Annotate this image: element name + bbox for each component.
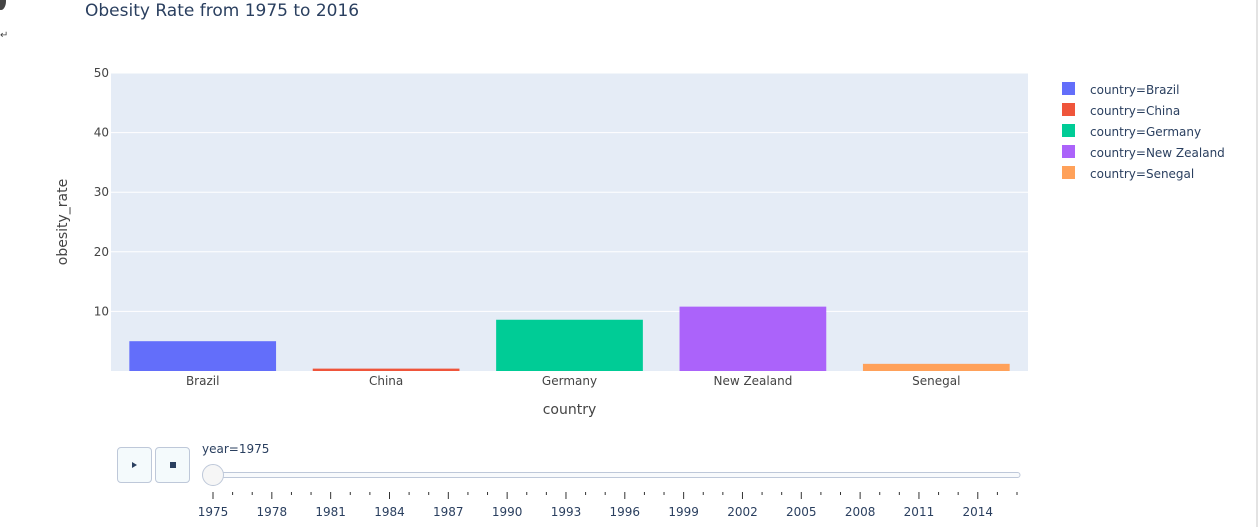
legend-swatch[interactable] — [1062, 103, 1075, 116]
slider-handle[interactable] — [202, 464, 224, 486]
slider-year-label[interactable]: 1993 — [551, 505, 582, 519]
slider-year-label[interactable]: 2014 — [963, 505, 994, 519]
slider-year-label[interactable]: 2002 — [727, 505, 758, 519]
bar[interactable] — [679, 306, 827, 371]
window-edge — [1256, 0, 1258, 527]
legend-item[interactable]: country=China — [1090, 104, 1180, 118]
y-tick-label: 10 — [94, 304, 109, 318]
slider-year-label[interactable]: 2008 — [845, 505, 876, 519]
corner-arrow-icon: ↵ — [0, 30, 9, 41]
slider-rail[interactable] — [203, 472, 1021, 478]
slider-year-label[interactable]: 1984 — [374, 505, 405, 519]
slider-year-label[interactable]: 1978 — [257, 505, 288, 519]
slider-year-label[interactable]: 1987 — [433, 505, 464, 519]
legend-swatch[interactable] — [1062, 166, 1075, 179]
slider-year-label[interactable]: 1981 — [315, 505, 346, 519]
y-tick-label: 50 — [94, 66, 109, 80]
slider-current-value: year=1975 — [202, 442, 270, 456]
legend-swatch[interactable] — [1062, 82, 1075, 95]
legend-item[interactable]: country=Senegal — [1090, 167, 1194, 181]
x-tick-label: Brazil — [186, 374, 220, 388]
slider-year-label[interactable]: 1999 — [668, 505, 699, 519]
x-tick-label: China — [369, 374, 403, 388]
legend-swatch[interactable] — [1062, 124, 1075, 137]
legend-item[interactable]: country=New Zealand — [1090, 146, 1225, 160]
bar[interactable] — [312, 368, 460, 371]
y-axis-title: obesity_rate — [55, 179, 71, 265]
y-tick-label: 30 — [94, 185, 109, 199]
x-tick-label: Germany — [542, 374, 597, 388]
slider-year-label[interactable]: 2005 — [786, 505, 817, 519]
legend-item[interactable]: country=Germany — [1090, 125, 1201, 139]
slider-year-label[interactable]: 2011 — [904, 505, 935, 519]
legend-item[interactable]: country=Brazil — [1090, 83, 1179, 97]
x-tick-label: Senegal — [912, 374, 960, 388]
bar[interactable] — [129, 341, 277, 371]
stop-icon — [169, 462, 176, 468]
y-tick-label: 20 — [94, 245, 109, 259]
slider-year-label[interactable]: 1996 — [610, 505, 641, 519]
stop-button[interactable] — [155, 447, 190, 483]
y-tick-label: 40 — [94, 126, 109, 140]
bar[interactable] — [862, 363, 1010, 371]
bar[interactable] — [496, 319, 643, 371]
play-button[interactable] — [117, 447, 152, 483]
chart-title: Obesity Rate from 1975 to 2016 — [85, 1, 360, 21]
legend-swatch[interactable] — [1062, 145, 1075, 158]
x-tick-label: New Zealand — [713, 374, 792, 388]
x-axis-title: country — [543, 402, 597, 418]
slider-year-label[interactable]: 1990 — [492, 505, 523, 519]
corner-toolbar-icon — [0, 0, 6, 10]
play-icon — [132, 462, 137, 468]
slider-year-label[interactable]: 1975 — [198, 505, 229, 519]
